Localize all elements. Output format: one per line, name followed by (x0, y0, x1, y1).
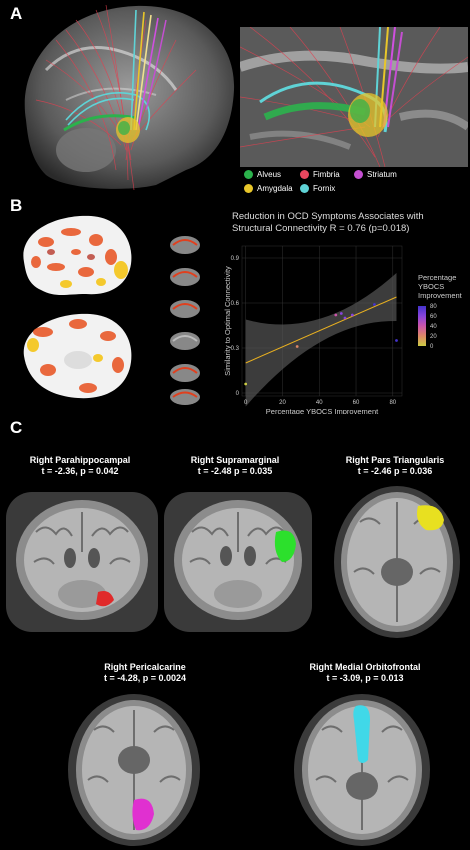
coronal-slice-supramarginal (164, 492, 312, 632)
data-point (334, 313, 338, 317)
legend-item-fimbria: Fimbria (300, 170, 340, 179)
colorbar-tick-label: 40 (430, 324, 437, 330)
x-axis-label: Percentage YBOCS Improvement (266, 407, 379, 414)
axial-slice-pericalcarine (68, 694, 200, 846)
colorbar-tick-label: 0 (430, 344, 434, 350)
region-title-pars-triangularis: Right Pars Triangularis t = -2.46 p = 0.… (345, 455, 445, 476)
panel-label-c: C (10, 418, 23, 437)
x-tick-label: 60 (353, 400, 360, 406)
legend-dot-icon (244, 170, 253, 179)
data-point (244, 382, 248, 386)
panel-label-b: B (10, 196, 23, 215)
x-tick-label: 80 (389, 400, 396, 406)
legend-item-striatum: Striatum (354, 170, 397, 179)
colorbar (418, 306, 426, 346)
data-point (395, 339, 398, 342)
legend-item-alveus: Alveus (244, 170, 281, 179)
colorbar-title: Percentage (418, 273, 456, 282)
colorbar-tick-label: 20 (430, 334, 437, 340)
legend-item-fornix: Fornix (300, 184, 335, 193)
data-point (373, 303, 376, 306)
y-tick-label: 0.6 (231, 301, 240, 307)
y-tick-label: 0 (236, 391, 240, 397)
legend-dot-icon (300, 184, 309, 193)
cortical-surface-medial (23, 313, 132, 399)
chart-title-line1: Reduction in OCD Symptoms Associates wit… (232, 211, 424, 222)
chart-title-line2: Structural Connectivity R = 0.76 (p=0.01… (232, 223, 410, 234)
axial-slice-medial-orbitofrontal (294, 694, 430, 846)
y-tick-label: 0.3 (231, 346, 240, 352)
regression-line (245, 296, 397, 364)
panel-label-a: A (10, 4, 23, 23)
scatter-chart: 0 20 40 60 80 0 0.3 0.6 0.9 Percentage YBOCS Im… (223, 245, 463, 414)
axial-slice-pars-triangularis (334, 486, 460, 638)
region-title-supramarginal: Right Supramarginal t = -2.48 p = 0.035 (190, 455, 280, 476)
legend-item-amygdala: Amygdala (244, 184, 293, 193)
legend-dot-icon (300, 170, 309, 179)
colorbar-tick-label: 60 (430, 314, 437, 320)
y-axis-label: Similarity to Optimal Connectivity (223, 266, 232, 376)
colorbar-title: YBOCS (418, 282, 444, 291)
legend-dot-icon (244, 184, 253, 193)
sagittal-brain-tractography (24, 4, 235, 191)
cortical-surface-lateral (23, 215, 132, 295)
coronal-slice-parahippocampal (6, 492, 158, 632)
x-tick-label: 0 (244, 400, 248, 406)
colorbar-tick-label: 80 (430, 304, 437, 310)
data-point (350, 313, 354, 317)
data-point (295, 345, 299, 348)
x-tick-label: 40 (316, 400, 323, 406)
colorbar-title: Improvement (418, 291, 463, 300)
y-tick-label: 0.9 (231, 256, 240, 262)
x-tick-label: 20 (279, 400, 286, 406)
region-title-pericalcarine: Right Pericalcarine t = -4.28, p = 0.002… (103, 662, 187, 683)
brain-thumbnail-stack (170, 236, 200, 405)
region-title-medial-orbitofrontal: Right Medial Orbitofrontal t = -3.09, p … (309, 662, 421, 683)
confidence-band (245, 272, 397, 407)
region-title-parahippocampal: Right Parahippocampal t = -2.36, p = 0.0… (29, 455, 131, 476)
legend-dot-icon (354, 170, 363, 179)
data-point (339, 312, 343, 315)
zoomed-tract-inset (240, 27, 468, 167)
data-point (343, 316, 347, 320)
